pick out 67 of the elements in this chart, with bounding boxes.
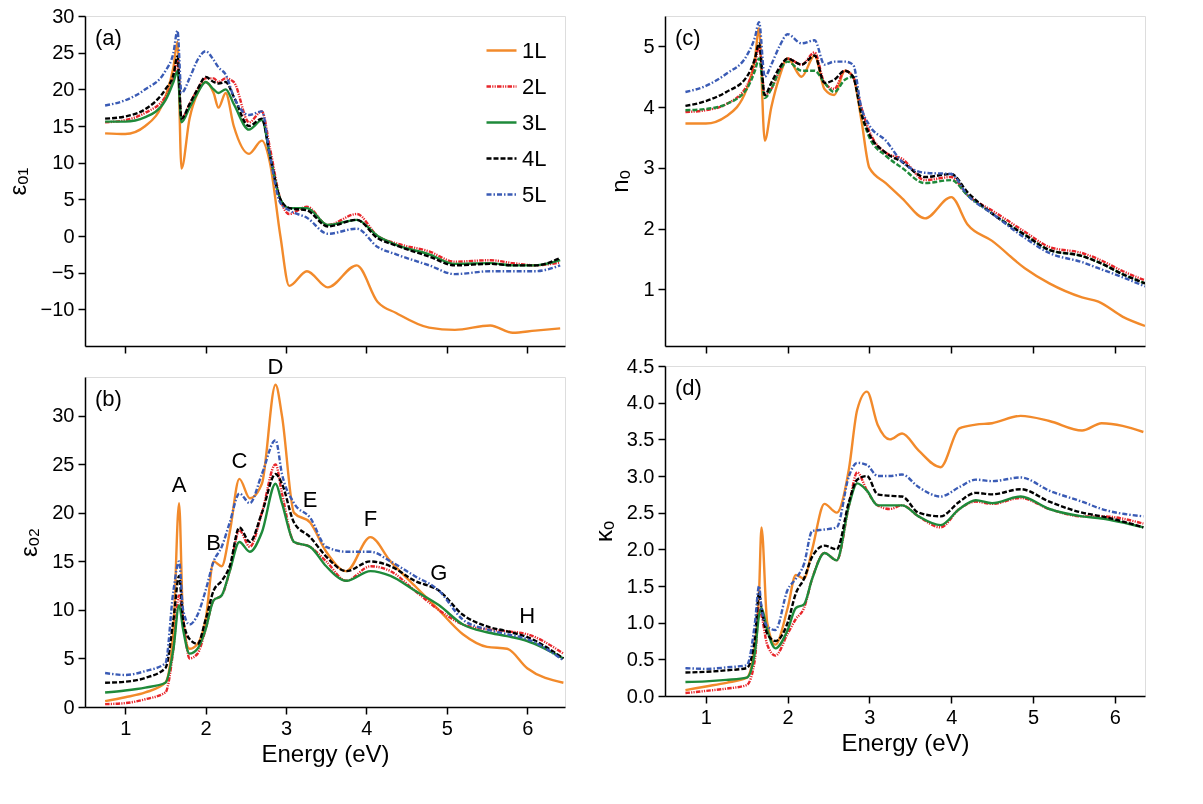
y-tick-label: 2.5 (626, 501, 655, 524)
y-tick-label: 4 (643, 95, 655, 118)
x-tick-label: 1 (700, 705, 712, 728)
annotation: (b) (95, 386, 122, 411)
y-tick-label: 1.5 (626, 574, 655, 597)
x-tick-label: 5 (1027, 705, 1040, 728)
y-tick-label: 0 (63, 224, 75, 247)
y-tick-label: 10 (52, 598, 75, 621)
annotation: C (231, 447, 248, 473)
x-tick-label: 4 (946, 705, 958, 728)
y-tick-label: 0.0 (626, 684, 655, 707)
y-tick-label: 10 (52, 151, 75, 174)
y-tick-label: −10 (40, 297, 75, 320)
annotation: G (430, 559, 448, 585)
y-tick-label: 4.0 (626, 391, 655, 414)
x-tick-label: 6 (522, 716, 534, 739)
y-tick-label: 15 (52, 114, 75, 137)
y-tick-label: 0.5 (626, 647, 655, 670)
legend-label: 5L (522, 181, 547, 207)
x-tick-label: 6 (1109, 705, 1121, 728)
annotation: D (267, 353, 284, 379)
x-tick-label: 2 (200, 716, 212, 739)
x-tick-label: 1 (120, 716, 132, 739)
y-axis-title: κₒ (589, 520, 617, 543)
x-axis-title: Energy (eV) (261, 739, 390, 767)
y-tick-label: 3.5 (626, 427, 655, 450)
y-tick-label: 5 (63, 646, 75, 669)
annotation: H (519, 603, 536, 629)
x-tick-label: 3 (864, 705, 876, 728)
legend-label: 3L (522, 109, 547, 135)
x-tick-label: 2 (782, 705, 794, 728)
y-axis-title: εₒ₂ (15, 527, 43, 558)
legend-label: 1L (522, 37, 547, 63)
annotation: E (302, 486, 318, 512)
y-tick-label: 3 (643, 156, 655, 179)
y-axis-title: nₒ (606, 170, 634, 193)
y-tick-label: 25 (52, 452, 75, 475)
y-tick-label: 20 (52, 501, 75, 524)
legend-label: 4L (522, 145, 547, 171)
annotation: (c) (675, 25, 701, 50)
x-axis-title: Energy (eV) (841, 728, 970, 756)
y-tick-label: 5 (643, 34, 655, 57)
x-tick-label: 3 (280, 716, 293, 739)
y-tick-label: −5 (51, 261, 75, 284)
y-tick-label: 0 (63, 695, 75, 718)
y-axis-title: εₒ₁ (3, 167, 31, 196)
annotation: F (363, 506, 378, 532)
y-tick-label: 30 (52, 404, 75, 427)
y-tick-label: 4.5 (626, 354, 655, 377)
y-tick-label: 20 (52, 77, 75, 100)
legend-label: 2L (522, 73, 547, 99)
y-tick-label: 1 (643, 277, 655, 300)
annotation: (a) (95, 25, 122, 50)
y-tick-label: 2 (643, 217, 655, 240)
annotation: A (171, 472, 187, 498)
y-tick-label: 30 (52, 4, 75, 27)
annotation: B (206, 530, 221, 556)
y-tick-label: 25 (52, 41, 75, 64)
annotation: (d) (675, 375, 702, 400)
y-tick-label: 3.0 (626, 464, 655, 487)
x-tick-label: 5 (441, 716, 453, 739)
y-tick-label: 2.0 (626, 537, 655, 560)
x-tick-label: 4 (361, 716, 373, 739)
y-tick-label: 5 (63, 187, 75, 210)
y-tick-label: 1.0 (626, 611, 655, 634)
y-tick-label: 15 (52, 549, 75, 572)
line-series (103, 438, 565, 677)
